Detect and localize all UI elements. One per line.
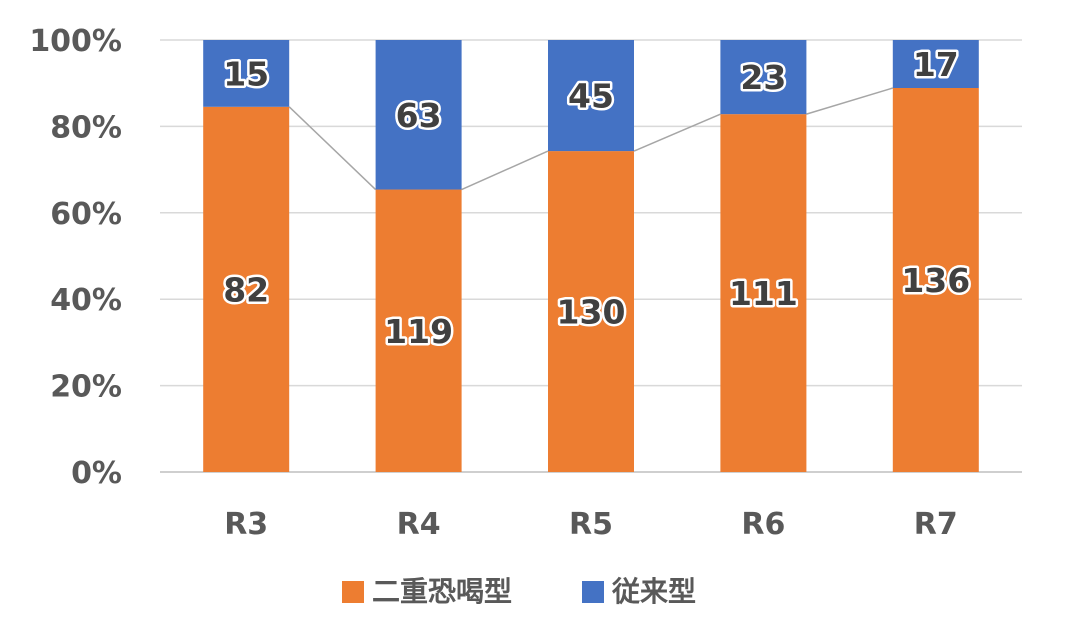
- bar-segment-series2: [548, 40, 634, 152]
- bar-segment-series1: [203, 106, 290, 472]
- bar-segment-series2: [375, 40, 462, 190]
- series-line: [633, 113, 721, 152]
- axis-tick-labels: 0% 20% 40% 60% 80% 100% R3 R4 R5 R6 R7: [29, 24, 957, 542]
- bar-segment-series1: [720, 114, 807, 472]
- data-label: 111: [729, 274, 798, 313]
- data-label: 63: [396, 96, 442, 135]
- x-tick-label: R4: [397, 507, 441, 542]
- data-label: 23: [740, 58, 786, 97]
- data-label: 15: [223, 54, 269, 93]
- bar-segment-series1: [892, 88, 979, 472]
- y-tick-label: 60%: [50, 197, 122, 232]
- series-lines: [288, 87, 894, 191]
- bar-segment-series2: [203, 40, 290, 107]
- data-label: 45: [568, 77, 614, 116]
- series-line: [288, 106, 377, 191]
- x-tick-label: R6: [741, 507, 785, 542]
- x-tick-label: R3: [224, 507, 268, 542]
- series-line: [461, 150, 549, 191]
- series-line: [806, 87, 894, 115]
- y-tick-label: 100%: [29, 24, 122, 59]
- y-tick-label: 80%: [50, 110, 122, 145]
- legend-label: 二重恐喝型: [372, 575, 512, 608]
- legend-label: 従来型: [611, 575, 696, 608]
- data-label: 130: [557, 293, 626, 332]
- legend-swatch: [582, 581, 604, 603]
- y-tick-label: 20%: [50, 370, 122, 405]
- x-tick-label: R5: [569, 507, 613, 542]
- bar-segment-series1: [548, 151, 634, 473]
- data-label: 136: [901, 261, 970, 300]
- legend: 二重恐喝型 従来型: [342, 575, 696, 608]
- y-tick-label: 0%: [71, 456, 122, 491]
- bar-segment-series1: [375, 189, 462, 473]
- data-labels: 82 15 119 63 130 45 111 23 136 17: [221, 43, 973, 354]
- legend-swatch: [342, 581, 364, 603]
- y-tick-label: 40%: [50, 283, 122, 318]
- data-label: 119: [384, 312, 453, 351]
- bar-segment-series2: [892, 40, 979, 88]
- x-tick-label: R7: [914, 507, 958, 542]
- data-label: 82: [223, 270, 269, 309]
- bars: [203, 40, 979, 473]
- data-label: 17: [913, 45, 959, 84]
- bar-segment-series2: [720, 40, 807, 115]
